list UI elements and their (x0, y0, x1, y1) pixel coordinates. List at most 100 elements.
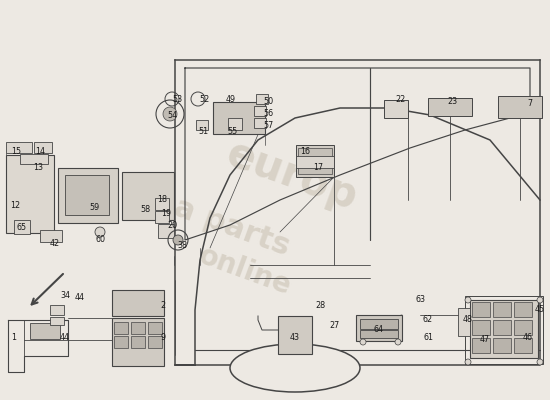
Bar (514, 338, 532, 353)
Text: 60: 60 (95, 236, 105, 244)
Text: 64: 64 (373, 326, 383, 334)
Text: 44: 44 (60, 334, 70, 342)
Text: online: online (195, 242, 295, 301)
Text: 19: 19 (161, 208, 171, 218)
Bar (148, 322, 162, 334)
Bar (360, 319, 398, 329)
Text: 51: 51 (198, 126, 208, 136)
Bar (465, 296, 543, 364)
Bar (228, 118, 242, 130)
Text: 28: 28 (315, 300, 325, 310)
Text: 2: 2 (161, 302, 166, 310)
Text: 16: 16 (300, 148, 310, 156)
Bar (254, 106, 266, 116)
Bar (196, 120, 208, 130)
Bar (40, 230, 62, 242)
Text: 52: 52 (199, 94, 209, 104)
Bar (114, 336, 128, 348)
Text: 20: 20 (167, 222, 177, 230)
Text: 1: 1 (12, 334, 16, 342)
Bar (356, 315, 402, 341)
Text: 55: 55 (228, 126, 238, 136)
Bar (472, 302, 490, 317)
Text: 12: 12 (10, 200, 20, 210)
Circle shape (465, 359, 471, 365)
Bar (50, 305, 64, 315)
Bar (493, 320, 511, 335)
Text: a parts: a parts (170, 192, 294, 261)
Circle shape (360, 339, 366, 345)
Bar (112, 290, 164, 316)
Bar (493, 302, 511, 317)
Text: 27: 27 (330, 320, 340, 330)
Bar (158, 224, 174, 238)
Circle shape (537, 297, 543, 303)
Text: 53: 53 (172, 94, 182, 104)
Bar (296, 145, 334, 177)
Bar (514, 320, 532, 335)
Text: 17: 17 (313, 164, 323, 172)
Text: 23: 23 (447, 98, 457, 106)
Bar (296, 156, 334, 168)
Bar (472, 338, 490, 353)
Text: 50: 50 (263, 98, 273, 106)
Bar (131, 322, 145, 334)
Circle shape (163, 107, 177, 121)
Bar (254, 118, 266, 128)
Bar (30, 323, 60, 339)
Bar (213, 102, 265, 134)
Bar (298, 148, 332, 174)
Circle shape (173, 235, 183, 245)
Text: 47: 47 (480, 336, 490, 344)
Bar (112, 318, 164, 366)
Text: 18: 18 (157, 196, 167, 204)
Text: 63: 63 (415, 296, 425, 304)
Text: 43: 43 (290, 334, 300, 342)
Text: 9: 9 (161, 334, 166, 342)
Bar (148, 336, 162, 348)
Text: 45: 45 (535, 306, 545, 314)
Bar (14, 220, 30, 234)
Text: 49: 49 (226, 94, 236, 104)
Text: 46: 46 (523, 334, 533, 342)
Bar (360, 330, 398, 338)
Text: 7: 7 (527, 100, 532, 108)
Text: 48: 48 (463, 316, 473, 324)
Bar (34, 142, 52, 153)
Bar (458, 308, 470, 336)
Text: 61: 61 (423, 334, 433, 342)
Text: 22: 22 (395, 96, 405, 104)
Circle shape (537, 359, 543, 365)
Bar (155, 211, 169, 223)
Bar (58, 168, 118, 223)
Bar (472, 320, 490, 335)
Text: 65: 65 (17, 224, 27, 232)
Text: 56: 56 (263, 110, 273, 118)
Bar (256, 94, 268, 104)
Text: 54: 54 (167, 112, 177, 120)
Bar (470, 300, 538, 358)
Bar (384, 100, 408, 118)
Text: 62: 62 (423, 316, 433, 324)
Bar (6, 155, 54, 233)
Circle shape (95, 227, 105, 237)
Text: 15: 15 (11, 148, 21, 156)
Bar (498, 96, 542, 118)
Bar (20, 154, 48, 164)
Text: 14: 14 (35, 148, 45, 156)
Text: 58: 58 (140, 206, 150, 214)
Text: 42: 42 (50, 238, 60, 248)
Bar (155, 198, 169, 210)
Bar (278, 316, 312, 354)
Text: europ: europ (220, 133, 363, 219)
Text: 44: 44 (75, 294, 85, 302)
Bar (131, 336, 145, 348)
Bar (428, 98, 472, 116)
Text: 59: 59 (90, 204, 100, 212)
Bar (114, 322, 128, 334)
Bar (50, 317, 64, 325)
Circle shape (395, 339, 401, 345)
Bar (6, 142, 32, 153)
Text: 57: 57 (263, 122, 273, 130)
Bar (514, 302, 532, 317)
